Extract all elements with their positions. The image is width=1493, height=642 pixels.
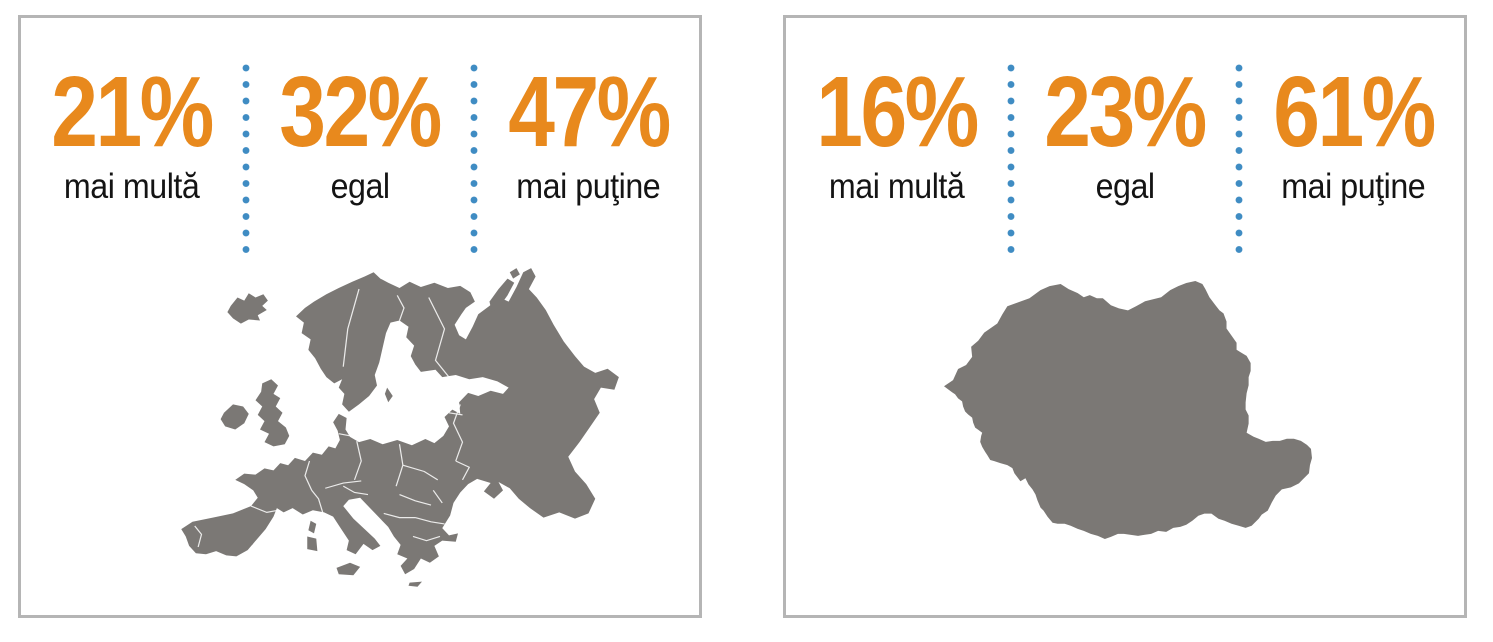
panel-romania: 16% mai multă 23% egal 61% mai puţine [783,15,1467,618]
stat-value: 47% [508,56,671,168]
dotted-divider-icon [1006,60,1015,260]
europe-mainland [181,268,619,575]
sardinia [307,536,318,552]
stat-romania-mai-multa: 16% mai multă [786,48,1007,260]
stat-value: 23% [1044,56,1208,168]
romania-map-icon [944,280,1316,543]
stat-value: 16% [816,56,979,168]
stat-europe-egal: 32% egal [250,48,471,260]
stats-row-europe: 21% mai multă 32% egal 47% mai puţine [21,48,699,260]
corsica [308,520,317,534]
stat-label: egal [1095,167,1155,206]
great-britain [255,379,290,447]
sicily [336,562,361,576]
gotland [384,387,393,403]
novaya-zemlya [489,278,515,313]
balearics [244,541,254,547]
stat-value: 61% [1273,56,1436,168]
stat-romania-mai-putine: 61% mai puţine [1243,48,1464,260]
romania-shape [944,281,1312,539]
europe-map-icon [179,266,629,591]
stat-label: egal [330,167,390,206]
stats-row-romania: 16% mai multă 23% egal 61% mai puţine [786,48,1464,260]
stat-value: 32% [279,56,443,168]
stat-value: 21% [51,56,214,168]
stat-europe-mai-putine: 47% mai puţine [478,48,699,260]
stat-label: mai multă [828,167,965,206]
stat-label: mai puţine [1281,167,1426,206]
dotted-divider-icon [1235,60,1244,260]
stat-romania-egal: 23% egal [1015,48,1236,260]
stat-label: mai multă [63,167,200,206]
arctic-island [509,268,520,279]
dotted-divider-icon [241,60,250,260]
stat-europe-mai-multa: 21% mai multă [21,48,242,260]
stat-label: mai puţine [516,167,661,206]
dotted-divider-icon [470,60,479,260]
country-borders [194,288,471,548]
panel-europe: 21% mai multă 32% egal 47% mai puţine [18,15,702,618]
iceland [227,293,268,324]
crete [408,581,422,587]
ireland [220,404,249,430]
